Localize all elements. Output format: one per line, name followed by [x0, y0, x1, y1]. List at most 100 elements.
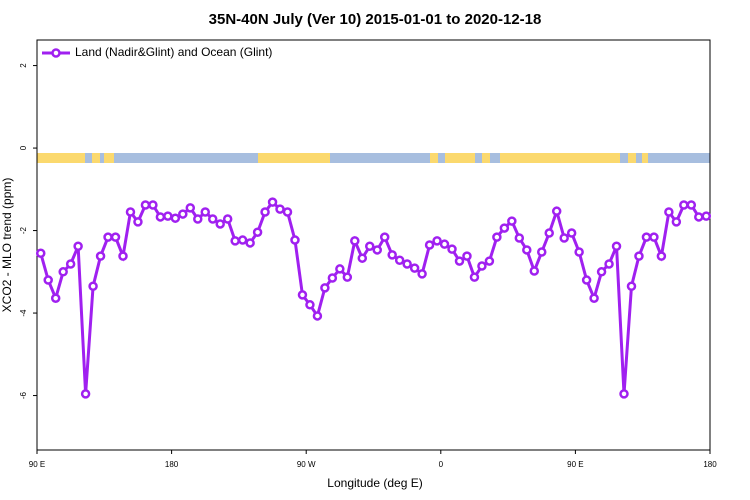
- x-tick-label: 180: [703, 460, 717, 469]
- data-point: [424, 240, 435, 250]
- data-point: [671, 217, 682, 227]
- data-point: [649, 232, 659, 242]
- data-point: [469, 272, 480, 282]
- data-point: [694, 212, 704, 222]
- data-point: [379, 232, 390, 242]
- x-axis-label: Longitude (deg E): [327, 476, 422, 490]
- data-point: [230, 236, 240, 246]
- y-tick-label: 0: [19, 145, 28, 150]
- data-point: [679, 200, 689, 210]
- data-point: [499, 223, 510, 233]
- data-point: [387, 250, 397, 260]
- data-point: [611, 241, 622, 251]
- data-point: [237, 235, 248, 245]
- data-point: [95, 251, 106, 261]
- data-point: [492, 232, 502, 242]
- data-point: [163, 211, 173, 221]
- data-point: [275, 204, 285, 214]
- data-point: [155, 212, 166, 222]
- data-point: [58, 267, 68, 277]
- data-point: [222, 214, 233, 224]
- data-point: [118, 251, 128, 261]
- data-point: [477, 261, 487, 271]
- data-point: [439, 239, 450, 249]
- data-point: [342, 272, 353, 282]
- data-point: [566, 228, 577, 238]
- data-point: [701, 211, 712, 221]
- data-point: [537, 247, 547, 257]
- data-point: [200, 207, 210, 217]
- data-point: [178, 209, 188, 219]
- data-point: [103, 232, 113, 242]
- data-point: [312, 311, 323, 321]
- data-point: [544, 228, 554, 238]
- data-point: [522, 245, 532, 255]
- data-point: [260, 207, 270, 217]
- data-point: [320, 283, 330, 293]
- data-point: [215, 219, 225, 229]
- data-point: [297, 290, 308, 300]
- x-tick-label: 180: [165, 460, 179, 469]
- data-point: [664, 207, 674, 217]
- data-point: [110, 232, 121, 242]
- x-tick-label: 90 E: [29, 460, 45, 469]
- data-point: [35, 248, 46, 258]
- data-point: [581, 275, 592, 285]
- data-point: [88, 281, 98, 291]
- y-tick-label: -6: [19, 391, 28, 399]
- data-point: [394, 255, 405, 266]
- x-tick-label: 90 W: [297, 460, 316, 469]
- data-point: [574, 247, 584, 257]
- data-point: [634, 251, 644, 261]
- legend-marker: [51, 48, 61, 58]
- data-point: [65, 259, 76, 269]
- data-point: [73, 241, 83, 251]
- y-tick-label: 2: [19, 63, 28, 68]
- data-point: [604, 259, 614, 269]
- data-point: [305, 300, 315, 310]
- data-point: [619, 389, 629, 399]
- data-point: [559, 233, 569, 243]
- data-point: [290, 235, 300, 245]
- x-tick-label: 0: [439, 460, 444, 469]
- data-point: [432, 236, 442, 246]
- land-mask-strip: [37, 153, 710, 163]
- data-point: [447, 244, 457, 254]
- data-point: [551, 206, 562, 216]
- legend-label: Land (Nadir&Glint) and Ocean (Glint): [75, 45, 272, 59]
- data-point: [596, 267, 607, 277]
- data-point: [133, 217, 143, 227]
- data-point: [80, 389, 91, 399]
- data-point: [514, 233, 525, 243]
- data-point: [484, 256, 495, 266]
- data-point: [454, 256, 465, 266]
- data-point: [252, 227, 263, 237]
- data-point: [207, 214, 218, 224]
- data-point: [335, 264, 345, 274]
- data-point: [282, 207, 293, 217]
- y-axis-label: XCO2 - MLO trend (ppm): [0, 178, 14, 313]
- data-point: [357, 253, 368, 263]
- y-tick-label: -2: [19, 226, 28, 234]
- y-tick-label: -4: [19, 309, 28, 317]
- data-point: [365, 241, 375, 251]
- x-tick-label: 90 E: [567, 460, 583, 469]
- chart-title: 35N-40N July (Ver 10) 2015-01-01 to 2020…: [209, 11, 542, 28]
- data-point: [686, 200, 697, 210]
- data-line: [39, 199, 707, 395]
- data-point: [402, 259, 412, 269]
- data-point: [462, 251, 472, 261]
- data-point: [327, 273, 338, 283]
- data-point: [245, 238, 255, 248]
- data-point: [185, 203, 196, 213]
- data-point: [529, 266, 540, 276]
- data-point: [656, 251, 667, 261]
- data-point: [372, 245, 382, 255]
- data-point: [641, 232, 652, 242]
- plot-frame: [36, 39, 711, 451]
- data-point: [267, 197, 278, 207]
- data-point: [140, 200, 151, 210]
- data-point: [350, 236, 360, 246]
- data-point: [43, 275, 53, 285]
